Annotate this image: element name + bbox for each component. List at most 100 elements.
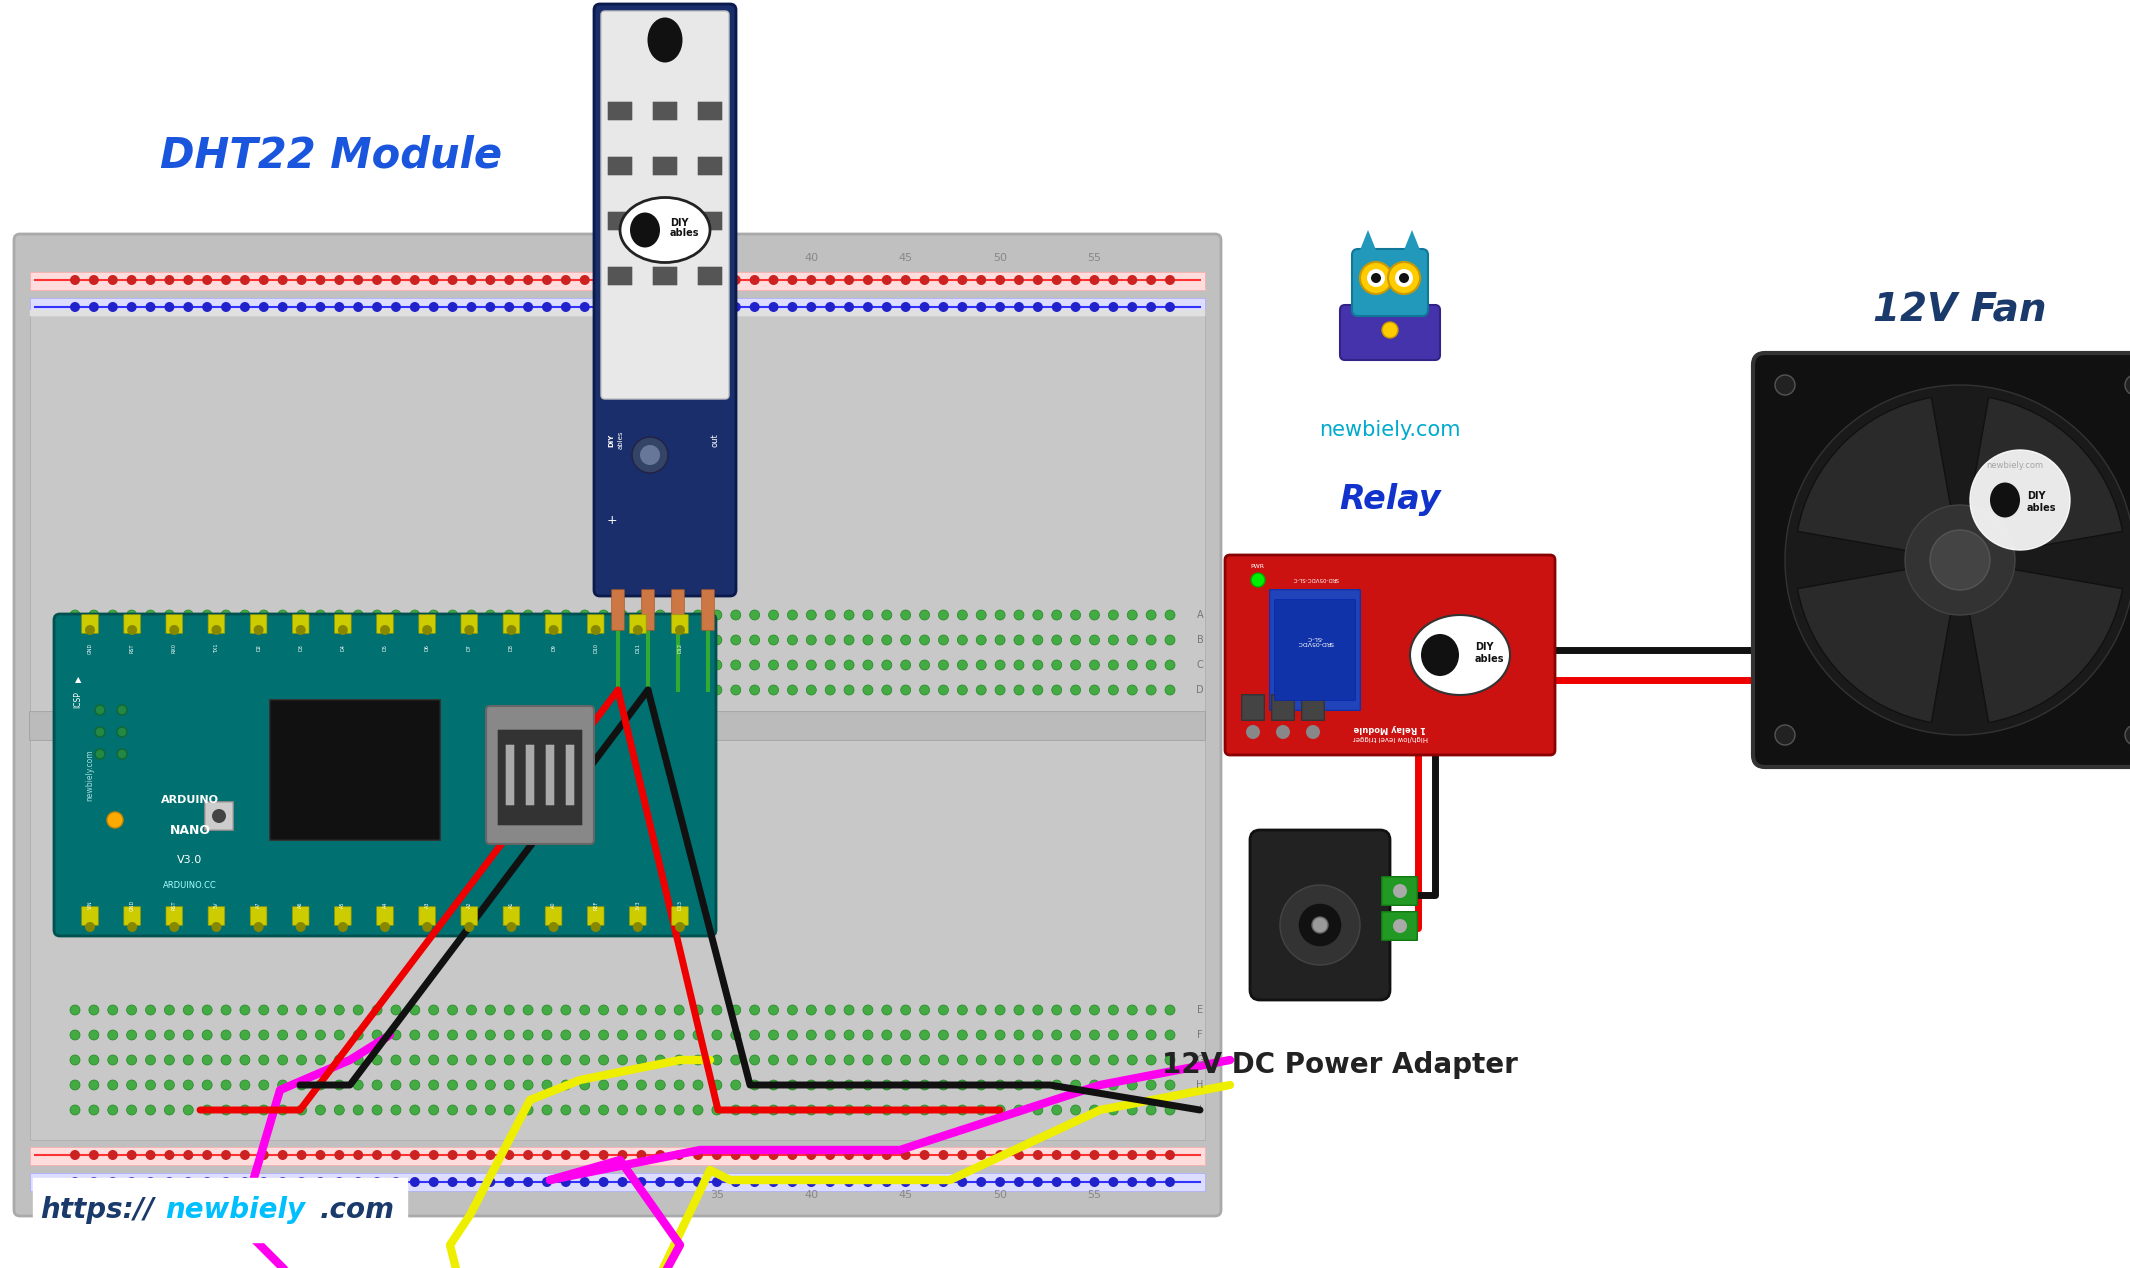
Circle shape bbox=[1165, 1030, 1176, 1040]
Circle shape bbox=[409, 1006, 420, 1014]
Circle shape bbox=[409, 302, 420, 312]
Circle shape bbox=[428, 302, 439, 312]
Circle shape bbox=[466, 1055, 477, 1065]
Circle shape bbox=[579, 1177, 590, 1187]
FancyBboxPatch shape bbox=[1301, 695, 1325, 720]
Circle shape bbox=[258, 1030, 268, 1040]
Circle shape bbox=[109, 635, 117, 645]
Circle shape bbox=[1367, 269, 1384, 287]
Circle shape bbox=[222, 275, 230, 285]
FancyBboxPatch shape bbox=[652, 212, 677, 231]
Circle shape bbox=[1297, 903, 1342, 947]
Circle shape bbox=[373, 275, 381, 285]
Circle shape bbox=[1033, 661, 1044, 670]
Circle shape bbox=[1071, 1030, 1080, 1040]
Circle shape bbox=[939, 1055, 948, 1065]
Circle shape bbox=[89, 661, 98, 670]
Circle shape bbox=[882, 635, 892, 645]
Circle shape bbox=[788, 1006, 797, 1014]
Circle shape bbox=[1395, 269, 1412, 287]
Circle shape bbox=[334, 1177, 345, 1187]
Circle shape bbox=[824, 1150, 835, 1160]
Circle shape bbox=[560, 1150, 571, 1160]
Circle shape bbox=[109, 1150, 117, 1160]
Text: C: C bbox=[1197, 661, 1203, 670]
Circle shape bbox=[486, 1055, 496, 1065]
Circle shape bbox=[241, 635, 249, 645]
Circle shape bbox=[505, 1006, 513, 1014]
FancyBboxPatch shape bbox=[1382, 912, 1416, 941]
Circle shape bbox=[599, 1006, 609, 1014]
Circle shape bbox=[447, 1006, 458, 1014]
Circle shape bbox=[882, 1150, 892, 1160]
Circle shape bbox=[807, 1080, 816, 1090]
Circle shape bbox=[863, 302, 873, 312]
Circle shape bbox=[1399, 273, 1410, 283]
Circle shape bbox=[599, 1030, 609, 1040]
Circle shape bbox=[541, 661, 552, 670]
Circle shape bbox=[334, 635, 345, 645]
FancyBboxPatch shape bbox=[1250, 831, 1391, 1000]
Circle shape bbox=[656, 1006, 665, 1014]
Circle shape bbox=[692, 661, 703, 670]
Circle shape bbox=[109, 1104, 117, 1115]
Circle shape bbox=[1127, 1030, 1137, 1040]
FancyBboxPatch shape bbox=[1753, 353, 2130, 767]
Circle shape bbox=[750, 275, 760, 285]
FancyBboxPatch shape bbox=[503, 907, 520, 926]
Ellipse shape bbox=[1421, 634, 1459, 676]
Circle shape bbox=[579, 1030, 590, 1040]
Circle shape bbox=[692, 1080, 703, 1090]
Circle shape bbox=[882, 1080, 892, 1090]
Circle shape bbox=[824, 635, 835, 645]
FancyBboxPatch shape bbox=[545, 744, 554, 805]
Circle shape bbox=[466, 1177, 477, 1187]
Circle shape bbox=[1146, 661, 1157, 670]
Circle shape bbox=[373, 1006, 381, 1014]
Circle shape bbox=[373, 1055, 381, 1065]
Circle shape bbox=[882, 1030, 892, 1040]
FancyBboxPatch shape bbox=[526, 744, 535, 805]
Circle shape bbox=[1052, 275, 1061, 285]
Circle shape bbox=[579, 635, 590, 645]
FancyBboxPatch shape bbox=[699, 266, 722, 285]
Circle shape bbox=[168, 625, 179, 635]
Circle shape bbox=[863, 1055, 873, 1065]
Circle shape bbox=[1014, 635, 1025, 645]
Circle shape bbox=[70, 1030, 81, 1040]
FancyBboxPatch shape bbox=[81, 615, 98, 633]
Circle shape bbox=[70, 635, 81, 645]
Circle shape bbox=[126, 1006, 136, 1014]
Circle shape bbox=[409, 635, 420, 645]
Circle shape bbox=[505, 302, 513, 312]
Circle shape bbox=[447, 302, 458, 312]
Circle shape bbox=[315, 1055, 326, 1065]
Circle shape bbox=[579, 610, 590, 620]
Circle shape bbox=[354, 1006, 364, 1014]
Circle shape bbox=[89, 610, 98, 620]
Circle shape bbox=[109, 685, 117, 695]
Circle shape bbox=[296, 661, 307, 670]
Circle shape bbox=[673, 1055, 684, 1065]
FancyBboxPatch shape bbox=[30, 1173, 1206, 1191]
Circle shape bbox=[524, 635, 532, 645]
Circle shape bbox=[524, 1055, 532, 1065]
Circle shape bbox=[1088, 1006, 1099, 1014]
Circle shape bbox=[995, 275, 1005, 285]
Circle shape bbox=[486, 1177, 496, 1187]
Circle shape bbox=[863, 1150, 873, 1160]
Circle shape bbox=[824, 1177, 835, 1187]
Circle shape bbox=[673, 661, 684, 670]
Circle shape bbox=[1127, 610, 1137, 620]
Circle shape bbox=[2126, 375, 2130, 396]
Circle shape bbox=[901, 685, 912, 695]
Circle shape bbox=[145, 1055, 155, 1065]
Circle shape bbox=[1108, 1150, 1118, 1160]
Circle shape bbox=[843, 661, 854, 670]
Circle shape bbox=[128, 922, 136, 932]
Circle shape bbox=[560, 1055, 571, 1065]
Circle shape bbox=[995, 635, 1005, 645]
Circle shape bbox=[939, 1104, 948, 1115]
Circle shape bbox=[976, 685, 986, 695]
FancyBboxPatch shape bbox=[699, 101, 722, 120]
